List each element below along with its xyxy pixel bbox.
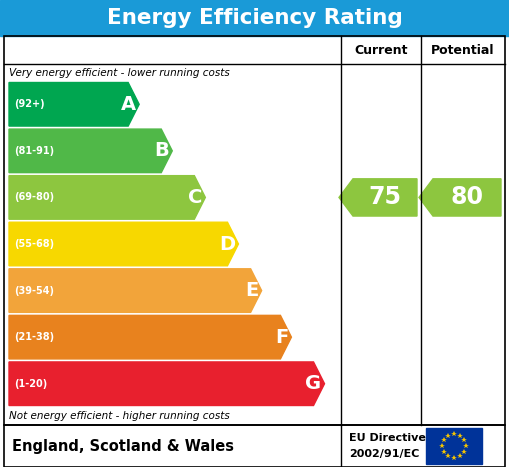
- Text: 2002/91/EC: 2002/91/EC: [349, 449, 419, 459]
- Text: (21-38): (21-38): [14, 332, 54, 342]
- Text: EU Directive: EU Directive: [349, 433, 426, 444]
- Text: (81-91): (81-91): [14, 146, 54, 156]
- Text: Very energy efficient - lower running costs: Very energy efficient - lower running co…: [9, 68, 230, 78]
- Text: England, Scotland & Wales: England, Scotland & Wales: [12, 439, 234, 453]
- Polygon shape: [9, 315, 292, 359]
- Polygon shape: [9, 129, 172, 173]
- Text: E: E: [245, 281, 259, 300]
- Text: C: C: [188, 188, 203, 207]
- Text: (39-54): (39-54): [14, 286, 54, 296]
- Text: (1-20): (1-20): [14, 379, 47, 389]
- Polygon shape: [9, 176, 205, 219]
- Text: B: B: [155, 142, 169, 160]
- Text: Energy Efficiency Rating: Energy Efficiency Rating: [106, 8, 403, 28]
- Text: (69-80): (69-80): [14, 192, 54, 202]
- Bar: [4, 425, 505, 467]
- Polygon shape: [419, 179, 501, 216]
- Polygon shape: [9, 269, 262, 312]
- Text: (92+): (92+): [14, 99, 45, 109]
- Bar: [4, 36, 505, 425]
- Text: Not energy efficient - higher running costs: Not energy efficient - higher running co…: [9, 411, 230, 421]
- Text: Potential: Potential: [431, 43, 495, 57]
- Polygon shape: [9, 83, 139, 126]
- Text: Current: Current: [354, 43, 408, 57]
- Text: D: D: [219, 234, 236, 254]
- Polygon shape: [9, 222, 238, 266]
- Text: 80: 80: [450, 185, 484, 209]
- Text: A: A: [121, 95, 136, 114]
- Bar: [0, 0, 509, 36]
- Bar: [426, 428, 482, 464]
- Polygon shape: [339, 179, 417, 216]
- Text: 75: 75: [369, 185, 402, 209]
- Text: G: G: [305, 374, 322, 393]
- Text: (55-68): (55-68): [14, 239, 54, 249]
- Polygon shape: [9, 362, 325, 405]
- Text: F: F: [275, 328, 289, 347]
